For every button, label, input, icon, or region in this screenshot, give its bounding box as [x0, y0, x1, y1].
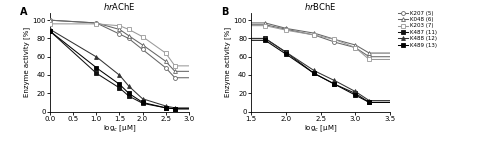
X-axis label: log$_c$ [μM]: log$_c$ [μM] — [304, 123, 337, 134]
Title: $\it{hr}$BChE: $\it{hr}$BChE — [304, 1, 337, 12]
Text: B: B — [220, 7, 228, 17]
Text: A: A — [20, 7, 27, 17]
Y-axis label: Enzyme activity [%]: Enzyme activity [%] — [224, 27, 231, 97]
X-axis label: log$_c$ [μM]: log$_c$ [μM] — [103, 123, 136, 134]
Title: $\it{hr}$AChE: $\it{hr}$AChE — [103, 1, 136, 12]
Y-axis label: Enzyme activity [%]: Enzyme activity [%] — [23, 27, 30, 97]
Legend: K207 (5), K048 (6), K203 (7), K487 (11), K488 (12), K489 (13): K207 (5), K048 (6), K203 (7), K487 (11),… — [398, 11, 437, 48]
